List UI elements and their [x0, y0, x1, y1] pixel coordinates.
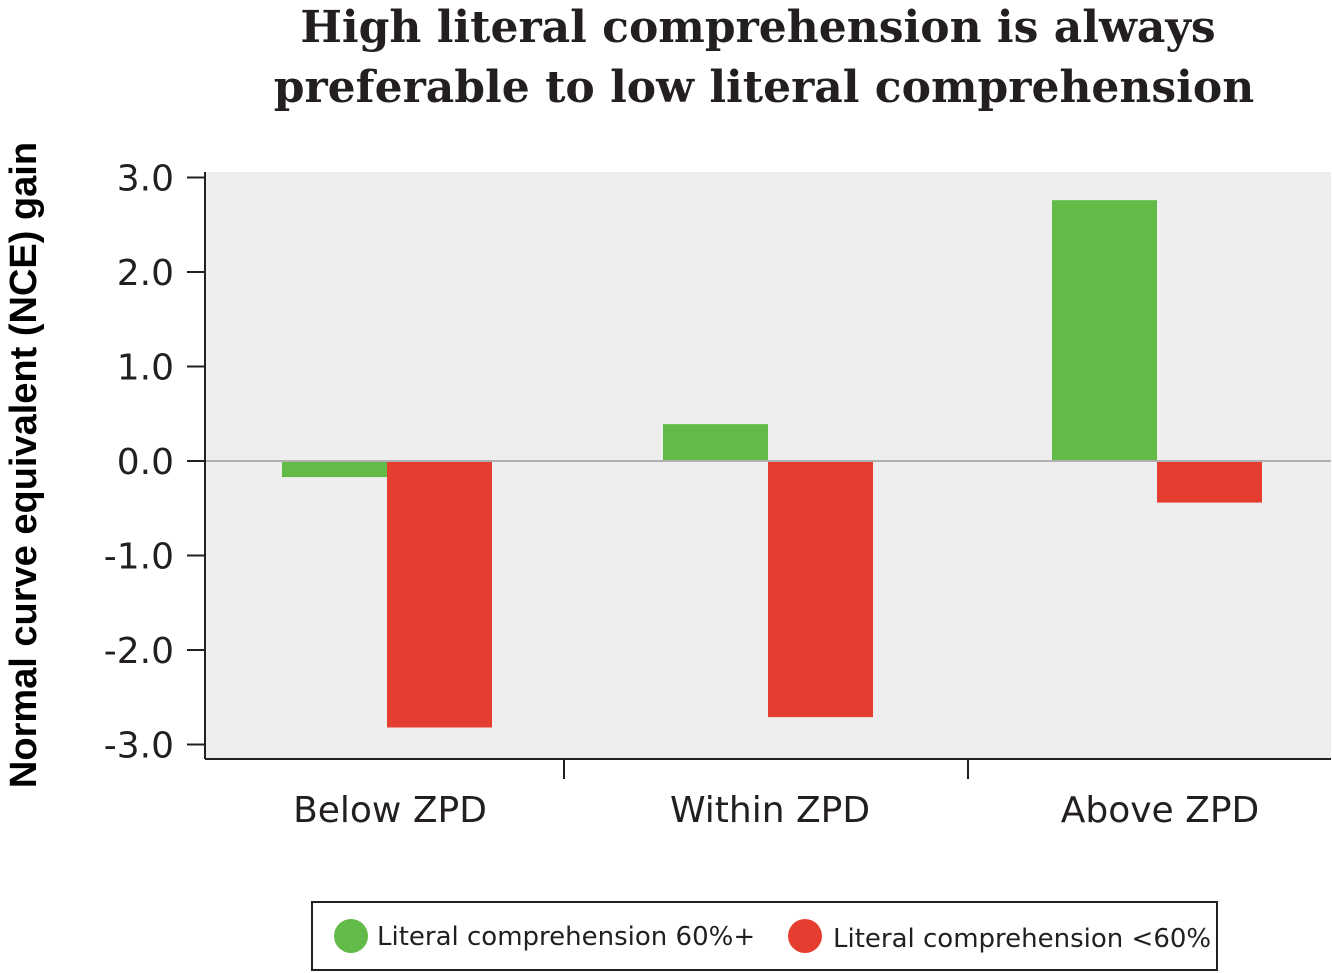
- chart-title-line-2: preferable to low literal comprehension: [274, 62, 1255, 113]
- y-tick-label: 0.0: [117, 442, 174, 483]
- legend-swatch-green: [334, 919, 368, 953]
- y-tick-label: -1.0: [104, 537, 174, 578]
- x-category-label: Within ZPD: [670, 790, 870, 831]
- y-tick-label: 1.0: [117, 348, 174, 389]
- y-axis-label: Normal curve equivalent (NCE) gain: [3, 142, 45, 788]
- y-tick-label: -3.0: [104, 726, 174, 767]
- bar-low-2: [1157, 461, 1262, 503]
- chart-title-line-1: High literal comprehension is always: [300, 2, 1215, 53]
- x-labels: Below ZPD Within ZPD Above ZPD: [293, 790, 1259, 831]
- legend-label-low: Literal comprehension <60%: [833, 924, 1211, 954]
- y-tick-label: 2.0: [117, 253, 174, 294]
- bar-low-1: [768, 461, 873, 718]
- y-tick-label: 3.0: [117, 159, 174, 200]
- bar-high-2: [1052, 200, 1157, 461]
- y-tick-label: -2.0: [104, 631, 174, 672]
- legend-swatch-red: [788, 919, 822, 953]
- bar-low-0: [387, 461, 492, 728]
- bar-high-0: [282, 461, 387, 478]
- legend-label-high: Literal comprehension 60%+: [377, 922, 755, 952]
- bars-group: [282, 200, 1262, 728]
- x-category-label: Above ZPD: [1061, 790, 1260, 831]
- legend: Literal comprehension 60%+ Literal compr…: [311, 901, 1218, 971]
- y-ticks: 3.0 2.0 1.0 0.0 -1.0 -2.0 -3.0: [104, 159, 205, 767]
- x-category-label: Below ZPD: [293, 790, 487, 831]
- legend-box: [311, 901, 1218, 971]
- bar-high-1: [663, 424, 768, 461]
